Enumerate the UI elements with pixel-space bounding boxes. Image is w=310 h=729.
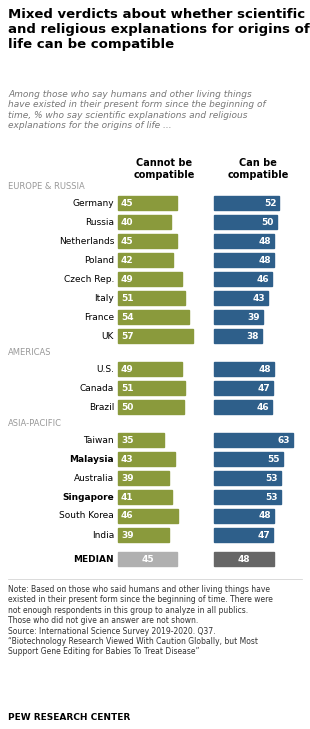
Bar	[118, 272, 182, 286]
Bar	[118, 253, 173, 267]
Bar	[214, 272, 272, 286]
Bar	[214, 291, 268, 305]
Bar	[118, 291, 185, 305]
Text: 52: 52	[264, 198, 277, 208]
Text: 43: 43	[121, 454, 134, 464]
Text: ASIA-PACIFIC: ASIA-PACIFIC	[8, 419, 62, 428]
Text: France: France	[84, 313, 114, 321]
Bar	[118, 362, 182, 376]
Text: 53: 53	[265, 474, 278, 483]
Text: 46: 46	[121, 512, 134, 521]
Text: 46: 46	[256, 402, 269, 411]
Text: 51: 51	[121, 294, 134, 303]
Bar	[118, 400, 184, 414]
Text: Australia: Australia	[74, 474, 114, 483]
Text: 47: 47	[257, 383, 270, 392]
Text: 57: 57	[121, 332, 134, 340]
Text: South Korea: South Korea	[59, 512, 114, 521]
Text: 50: 50	[121, 402, 133, 411]
Text: Malaysia: Malaysia	[69, 454, 114, 464]
Bar	[214, 196, 279, 210]
Text: 35: 35	[121, 435, 134, 445]
Text: 42: 42	[121, 255, 134, 265]
Bar	[118, 234, 177, 248]
Bar	[214, 528, 273, 542]
Text: PEW RESEARCH CENTER: PEW RESEARCH CENTER	[8, 713, 130, 722]
Text: 38: 38	[246, 332, 259, 340]
Bar	[118, 528, 169, 542]
Text: Italy: Italy	[94, 294, 114, 303]
Text: Brazil: Brazil	[89, 402, 114, 411]
Bar	[118, 490, 172, 504]
Text: 39: 39	[121, 531, 134, 539]
Text: 48: 48	[259, 512, 271, 521]
Text: 54: 54	[121, 313, 134, 321]
Bar	[214, 400, 272, 414]
Text: MEDIAN: MEDIAN	[73, 555, 114, 564]
Bar	[214, 471, 281, 485]
Text: Czech Rep.: Czech Rep.	[64, 275, 114, 284]
Text: 63: 63	[278, 435, 290, 445]
Text: 46: 46	[256, 275, 269, 284]
Text: 48: 48	[259, 364, 271, 373]
Bar	[118, 509, 179, 523]
Text: Cannot be
compatible: Cannot be compatible	[133, 158, 195, 179]
Bar	[214, 234, 274, 248]
Bar	[118, 433, 164, 447]
Bar	[214, 253, 274, 267]
Text: U.S.: U.S.	[96, 364, 114, 373]
Text: 39: 39	[247, 313, 260, 321]
Text: 39: 39	[121, 474, 134, 483]
Bar	[118, 215, 170, 229]
Text: Russia: Russia	[85, 217, 114, 227]
Text: Germany: Germany	[72, 198, 114, 208]
Text: 48: 48	[238, 555, 250, 564]
Bar	[214, 490, 281, 504]
Bar	[214, 381, 273, 395]
Bar	[118, 310, 189, 324]
Text: Singapore: Singapore	[62, 493, 114, 502]
Text: UK: UK	[102, 332, 114, 340]
Text: EUROPE & RUSSIA: EUROPE & RUSSIA	[8, 182, 85, 191]
Text: 45: 45	[121, 236, 134, 246]
Text: AMERICAS: AMERICAS	[8, 348, 51, 357]
Bar	[214, 362, 274, 376]
Text: 49: 49	[121, 275, 134, 284]
Text: 45: 45	[141, 555, 154, 564]
Bar	[214, 509, 274, 523]
Bar	[214, 215, 277, 229]
Bar	[118, 381, 185, 395]
Text: 47: 47	[257, 531, 270, 539]
Bar	[214, 452, 283, 466]
Text: 50: 50	[261, 217, 274, 227]
Text: Can be
compatible: Can be compatible	[227, 158, 289, 179]
Text: 45: 45	[121, 198, 134, 208]
Text: 53: 53	[265, 493, 278, 502]
Text: India: India	[92, 531, 114, 539]
Text: Note: Based on those who said humans and other living things have
existed in the: Note: Based on those who said humans and…	[8, 585, 273, 656]
Text: 40: 40	[121, 217, 134, 227]
Text: 48: 48	[259, 236, 271, 246]
Text: 41: 41	[121, 493, 134, 502]
Text: 43: 43	[252, 294, 265, 303]
Text: Taiwan: Taiwan	[83, 435, 114, 445]
Bar	[118, 452, 175, 466]
Bar	[118, 196, 177, 210]
Text: Poland: Poland	[84, 255, 114, 265]
Bar	[214, 552, 274, 566]
Bar	[118, 471, 169, 485]
Bar	[118, 552, 177, 566]
Text: 55: 55	[268, 454, 280, 464]
Text: Among those who say humans and other living things
have existed in their present: Among those who say humans and other liv…	[8, 90, 266, 130]
Bar	[118, 329, 193, 343]
Text: Canada: Canada	[80, 383, 114, 392]
Text: 49: 49	[121, 364, 134, 373]
Text: 48: 48	[259, 255, 271, 265]
Bar	[214, 310, 263, 324]
Bar	[214, 433, 293, 447]
Text: 51: 51	[121, 383, 134, 392]
Text: Netherlands: Netherlands	[59, 236, 114, 246]
Text: Mixed verdicts about whether scientific
and religious explanations for origins o: Mixed verdicts about whether scientific …	[8, 8, 310, 51]
Bar	[214, 329, 262, 343]
